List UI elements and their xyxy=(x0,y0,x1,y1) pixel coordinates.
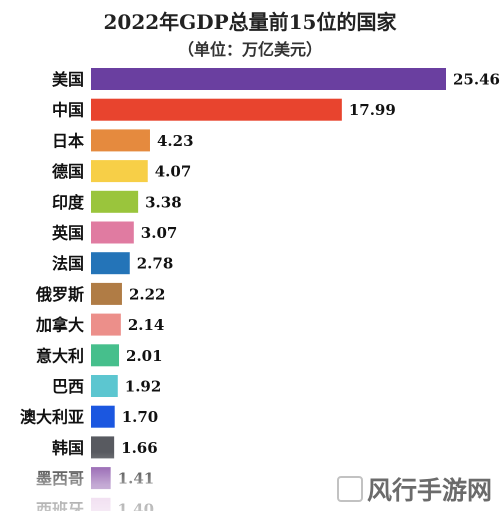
category-label: 俄罗斯 xyxy=(35,285,84,304)
category-label: 韩国 xyxy=(52,438,84,457)
category-label: 墨西哥 xyxy=(36,469,84,488)
bar xyxy=(91,129,150,152)
category-label: 印度 xyxy=(52,193,85,212)
bar xyxy=(91,467,111,490)
bar xyxy=(91,344,120,367)
value-label: 1.70 xyxy=(122,408,159,426)
value-label: 2.01 xyxy=(126,347,163,365)
watermark-logo-icon xyxy=(336,476,363,502)
category-label: 西班牙 xyxy=(36,500,84,511)
watermark-text: 风行手游网 xyxy=(366,476,492,505)
category-label: 英国 xyxy=(51,224,84,243)
value-label: 4.07 xyxy=(155,163,192,181)
chart-subtitle: （单位：万亿美元） xyxy=(177,40,322,59)
category-label: 美国 xyxy=(52,70,84,89)
category-label: 中国 xyxy=(52,101,84,120)
value-label: 1.40 xyxy=(118,500,155,511)
bar xyxy=(91,190,139,213)
value-label: 2.78 xyxy=(137,255,174,273)
bar xyxy=(91,405,115,428)
category-label: 意大利 xyxy=(36,346,84,365)
bar xyxy=(91,436,115,459)
bar xyxy=(91,313,121,336)
bar xyxy=(91,160,148,183)
value-label: 2.22 xyxy=(129,285,166,303)
value-label: 1.92 xyxy=(125,378,162,396)
category-label: 巴西 xyxy=(52,377,84,396)
value-label: 1.41 xyxy=(118,470,155,488)
value-label: 2.14 xyxy=(128,316,165,334)
value-label: 25.46 xyxy=(453,71,500,89)
bar xyxy=(91,68,446,90)
bar xyxy=(91,375,118,397)
category-label: 澳大利亚 xyxy=(20,408,84,427)
bar xyxy=(91,221,134,244)
category-label: 德国 xyxy=(52,162,84,181)
value-label: 17.99 xyxy=(349,101,396,119)
bar xyxy=(91,98,342,121)
value-label: 4.23 xyxy=(157,132,194,150)
value-label: 3.38 xyxy=(145,193,182,211)
bar xyxy=(91,252,130,275)
bar xyxy=(91,497,111,511)
value-label: 1.66 xyxy=(121,439,158,457)
value-label: 3.07 xyxy=(141,224,178,242)
category-label: 日本 xyxy=(52,131,84,150)
chart-title: 2022年GDP总量前15位的国家 xyxy=(103,10,397,34)
category-label: 加拿大 xyxy=(35,316,84,335)
bar xyxy=(91,282,122,305)
category-label: 法国 xyxy=(52,254,84,273)
watermark: 风行手游网 xyxy=(336,471,492,507)
